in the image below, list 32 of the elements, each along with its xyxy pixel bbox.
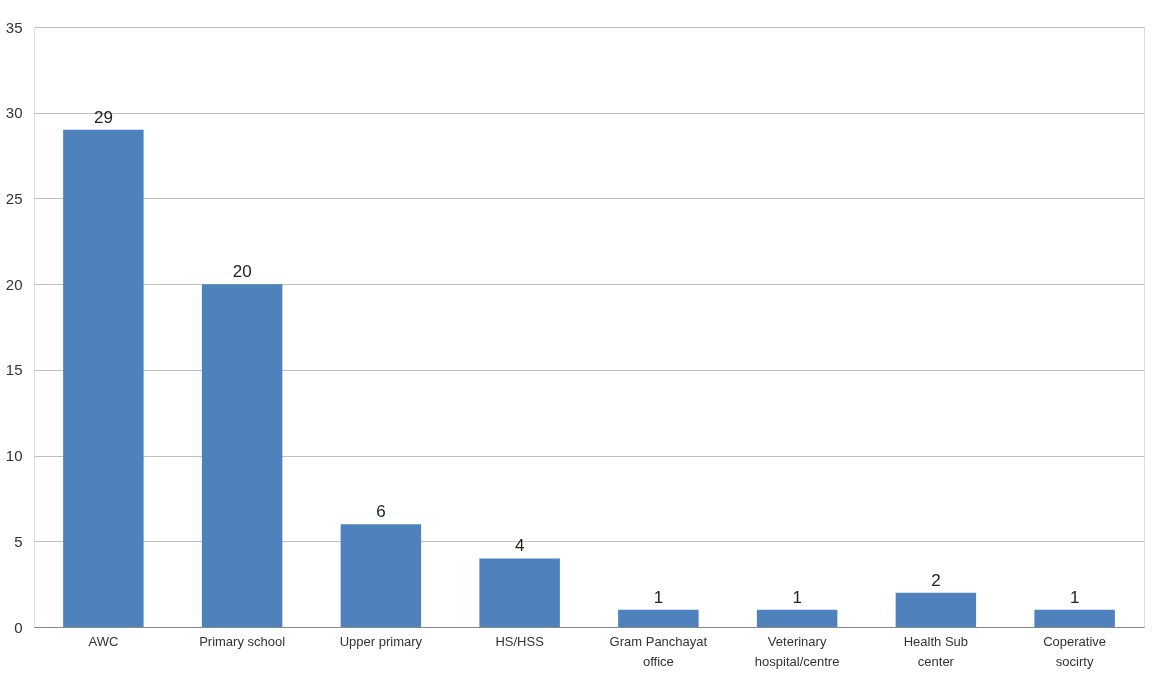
y-tick-label: 5 (14, 532, 23, 550)
bar (340, 524, 422, 627)
x-tick-label: Primary school (199, 633, 286, 649)
x-tick-label: Gram Panchayat office (609, 633, 708, 669)
y-tick-label: 25 (5, 189, 23, 207)
bar (63, 129, 144, 627)
data-label: 4 (514, 536, 525, 556)
data-label: 1 (1069, 587, 1080, 607)
data-label: 29 (93, 107, 113, 127)
bar (756, 609, 838, 627)
bar (618, 609, 699, 627)
y-tick-label: 35 (5, 18, 23, 36)
bar (201, 284, 283, 627)
data-label: 20 (232, 262, 252, 282)
x-tick-label: Coperative socirty (1043, 633, 1107, 669)
y-tick-label: 30 (5, 104, 23, 122)
x-tick-label: Upper primary (339, 633, 423, 649)
y-tick-label: 0 (14, 618, 23, 636)
x-tick-label: Health Sub center (903, 633, 969, 669)
data-label: 2 (931, 570, 941, 590)
bar (479, 558, 560, 627)
bar (895, 592, 977, 627)
x-tick-label: HS/HSS (495, 633, 545, 649)
data-label: 6 (376, 502, 386, 522)
bar (1034, 609, 1115, 627)
x-tick-label: Veterinary hospital/centre (754, 633, 840, 669)
y-tick-label: 15 (5, 361, 23, 379)
x-tick-label: AWC (88, 633, 119, 649)
data-label: 1 (792, 587, 802, 607)
y-tick-label: 20 (5, 275, 23, 293)
data-label: 1 (653, 587, 664, 607)
y-tick-label: 10 (5, 447, 23, 465)
